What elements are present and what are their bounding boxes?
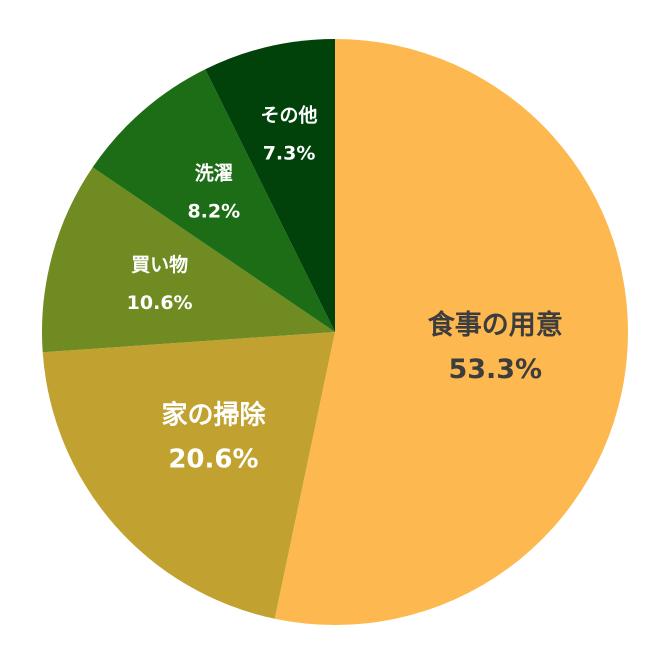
slice-value-label-1: 53.3%: [448, 354, 542, 385]
slice-label-5: その他: [261, 104, 318, 127]
pie-slices: [41, 39, 629, 625]
pie-slice-4: [92, 69, 335, 332]
pie-slice-3: [41, 167, 335, 353]
slice-label-3: 買い物: [131, 253, 188, 276]
slice-label-4: 洗濯: [195, 161, 233, 184]
pie-slice-5: [205, 39, 335, 332]
slice-value-label-5: 7.3%: [263, 143, 316, 165]
pie-labels: 食事の用意 53.3% 家の掃除 20.6% 買い物 10.6% 洗濯 8.2% その他 7.3%: [127, 104, 563, 475]
slice-label-2: 家の掃除: [161, 399, 266, 430]
slice-label-1: 食事の用意: [428, 309, 563, 341]
slice-value-label-3: 10.6%: [127, 292, 193, 314]
pie-slice-2: [42, 332, 336, 619]
slice-value-label-4: 8.2%: [187, 200, 240, 222]
pie-slice-1: [274, 39, 629, 625]
slice-value-label-2: 20.6%: [168, 444, 258, 474]
